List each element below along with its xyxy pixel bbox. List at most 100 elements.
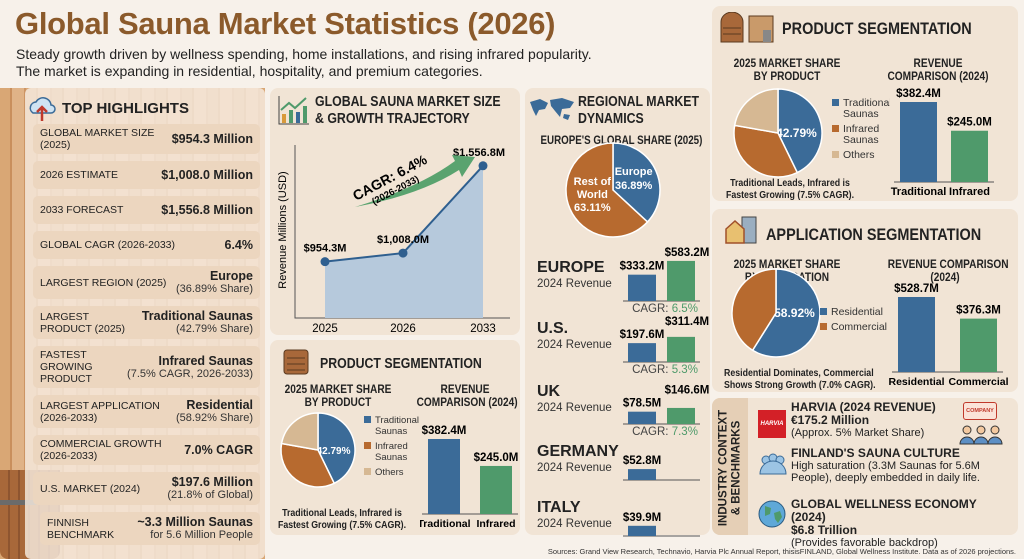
product-caption: Traditional Leads, Infrared is Fastest G…	[724, 178, 856, 202]
legend-label: Saunas	[843, 108, 879, 120]
application-title: APPLICATION SEGMENTATION	[766, 225, 982, 244]
bar-value-label: $197.6M	[620, 329, 665, 341]
caption-line: Traditional Leads, Infrared is	[282, 508, 402, 519]
finland-line: High saturation (3.3M Saunas for 5.6M Pe…	[791, 460, 980, 484]
title-line: COMPARISON (2024)	[887, 71, 989, 83]
legend-label: Traditional	[375, 415, 419, 426]
data-point	[478, 161, 488, 171]
highlight-sub: (42.79% Share)	[175, 323, 253, 335]
pie-slice-value: 63.11%	[574, 202, 611, 214]
title-line: BY PRODUCT	[753, 71, 821, 83]
x-tick-label: 2026	[390, 323, 416, 335]
pie-slice-name-part: Rest of	[574, 176, 612, 188]
title-line: REVENUE COMPARISON	[887, 259, 1009, 271]
data-label: $1,556.8M	[453, 147, 505, 159]
company-badge: COMPANY	[963, 402, 997, 420]
legend-label: Saunas	[375, 452, 407, 463]
region-revenue-label: 2024 Revenue	[537, 462, 612, 474]
highlight-label: LARGEST APPLICATION (2026-2033)	[40, 399, 160, 424]
product-title-small: PRODUCT SEGMENTATION	[320, 356, 482, 372]
highlight-sub: for 5.6 Million People	[150, 529, 253, 541]
bar	[628, 274, 656, 301]
growth-chart-icon	[278, 96, 309, 125]
application-caption: Residential Dominates, Commercial Shows …	[724, 368, 876, 392]
bar	[667, 260, 695, 301]
highlight-card: GLOBAL CAGR (2026-2033) 6.4%	[33, 231, 260, 259]
region-cagr: CAGR: 7.3%	[625, 426, 705, 438]
bar-category-label: Traditional	[891, 186, 947, 198]
side-title-line: INDUSTRY CONTEXT	[717, 409, 730, 527]
title-line: (2024)	[930, 272, 960, 284]
bar-value-label: $245.0M	[947, 117, 992, 129]
pie-slice-name: Rest of World	[574, 176, 612, 201]
highlight-label: FASTEST GROWING PRODUCT	[40, 349, 93, 385]
harvia-info: HARVIA (2024 REVENUE) €175.2 Million (Ap…	[791, 401, 959, 439]
harvia-logo: HARVIA	[758, 410, 786, 438]
highlight-value: $197.6 Million (21.8% of Global)	[167, 475, 253, 502]
europe-share-title: EUROPE'S GLOBAL SHARE (2025)	[540, 135, 703, 147]
legend-swatch	[832, 99, 839, 106]
pie-slice	[612, 142, 661, 223]
highlight-value-text: $1,008.0 Million	[161, 168, 253, 182]
wellness-info: GLOBAL WELLNESS ECONOMY (2024) $6.8 Tril…	[791, 498, 1013, 549]
bar-value-label: $78.5M	[623, 398, 661, 410]
region-name: GERMANY	[537, 443, 619, 460]
highlight-value-text: ~3.3 Million Saunas	[137, 515, 253, 529]
highlight-label: U.S. MARKET (2024)	[40, 482, 141, 495]
bar	[628, 343, 656, 362]
cagr-prefix: CAGR:	[632, 303, 672, 315]
product-bar-title: REVENUE COMPARISON (2024)	[887, 58, 989, 84]
finland-people-icon	[759, 453, 787, 475]
highlight-value-text: Europe	[209, 269, 253, 283]
pie-slice-name: Europe	[615, 166, 653, 178]
highlight-card: LARGEST REGION (2025) Europe (36.89% Share…	[33, 266, 260, 299]
highlight-label: GLOBAL MARKET SIZE (2025)	[40, 127, 155, 151]
highlight-card: GLOBAL MARKET SIZE (2025) $954.3 Million	[33, 124, 260, 154]
bar	[428, 439, 460, 514]
highlight-value: Europe (36.89% Share)	[176, 269, 253, 296]
bar	[628, 525, 656, 536]
x-tick-label: 2033	[470, 323, 496, 335]
bar-value-label: $583.2M	[665, 247, 710, 259]
bar	[951, 130, 988, 182]
bar-value-label: $376.3M	[956, 305, 1001, 317]
highlight-label: LARGEST REGION (2025)	[40, 276, 167, 289]
bar-value-label: $528.7M	[894, 283, 939, 295]
highlight-value-text: 6.4%	[224, 238, 254, 252]
product-title: PRODUCT SEGMENTATION	[782, 19, 972, 38]
legend-swatch	[832, 125, 839, 132]
legend-label: Infrared	[375, 441, 408, 452]
harvia-sub: (Approx. 5% Market Share)	[791, 427, 925, 439]
highlight-label: 2033 FORECAST	[40, 204, 124, 216]
cagr-prefix: CAGR:	[632, 364, 672, 376]
highlight-value: Infrared Saunas (7.5% CAGR, 2026-2033)	[127, 354, 253, 381]
product-bar-chart: $382.4M Traditional $245.0M Infrared	[891, 88, 994, 198]
application-bar-title: REVENUE COMPARISON (2024)	[887, 259, 1009, 285]
highlight-sub: (7.5% CAGR, 2026-2033)	[127, 367, 253, 380]
caption-line: Residential Dominates, Commercial	[724, 368, 874, 379]
pie-slice	[733, 124, 799, 178]
pie-slice	[733, 88, 779, 134]
highlight-value-text: Traditional Saunas	[141, 309, 253, 323]
x-tick-label: 2025	[312, 323, 338, 335]
region-name: ITALY	[537, 499, 581, 516]
highlight-value-text: Residential	[186, 398, 253, 412]
legend-swatch	[364, 442, 371, 449]
bar	[960, 318, 997, 372]
highlight-value-text: $954.3 Million	[171, 132, 253, 146]
highlight-card: LARGEST PRODUCT (2025) Traditional Saunas…	[33, 306, 260, 339]
legend-label: Commercial	[831, 321, 887, 333]
legend-label: Saunas	[375, 426, 407, 437]
bar-value-label: $146.6M	[665, 385, 710, 397]
region-cagr: CAGR: 5.3%	[625, 364, 705, 376]
pie-slice-value: 42.79%	[317, 446, 351, 457]
region-revenue-label: 2024 Revenue	[537, 402, 612, 414]
title-line: 2025 MARKET SHARE	[284, 384, 392, 396]
subtitle-line: The market is expanding in residential, …	[16, 63, 483, 79]
bar-category-label: Infrared	[949, 186, 990, 198]
title-line: REVENUE	[913, 58, 963, 70]
world-map-icon	[530, 98, 574, 120]
pie-slice-name-part: World	[577, 189, 608, 201]
region-revenue-label: 2024 Revenue	[537, 339, 612, 351]
